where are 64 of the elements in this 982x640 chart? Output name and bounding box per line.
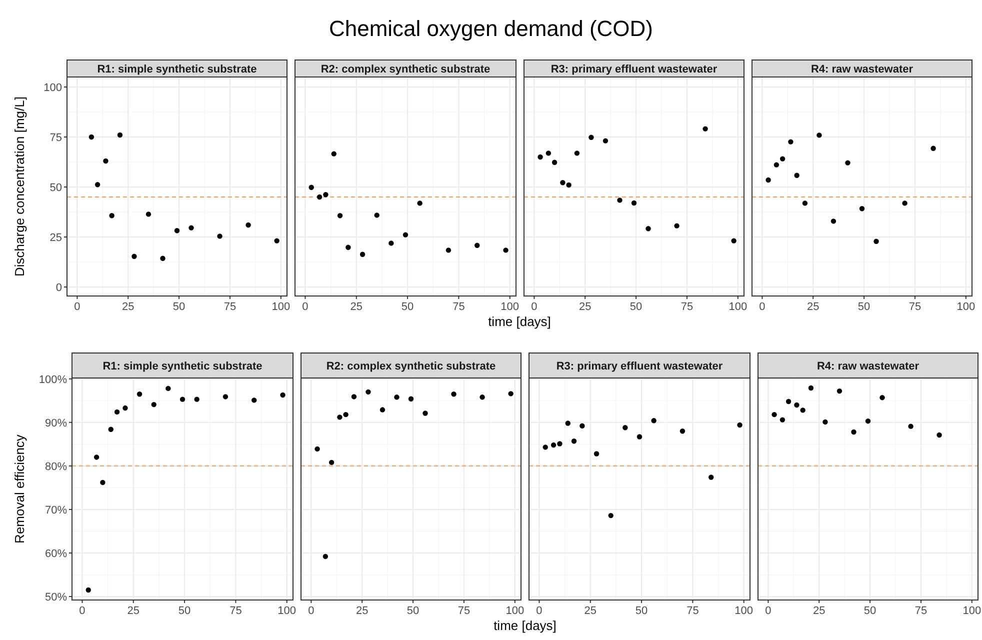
x-tick-label: 75 xyxy=(686,605,699,617)
y-tick-label: 50% xyxy=(44,592,68,604)
x-tick-label: 100 xyxy=(734,605,754,617)
x-tick-label: 50 xyxy=(178,605,191,617)
x-tick-label: 25 xyxy=(578,301,592,313)
y-tick-label: 80% xyxy=(44,460,68,473)
y-tick-label: 0 xyxy=(56,282,62,294)
x-tick-label: 50 xyxy=(406,605,420,617)
chart-subtitle: R1: simple synthetic substrate xyxy=(97,64,257,76)
chart-subtitle: R2: complex synthetic substrate xyxy=(320,64,490,76)
y-tick-label: 50 xyxy=(50,182,62,194)
y-tick-label: 25 xyxy=(50,232,62,244)
x-tick-label: 0 xyxy=(531,301,538,313)
x-axis-title: time [days] xyxy=(488,314,551,329)
x-tick-label: 75 xyxy=(914,605,928,617)
x-tick-label: 25 xyxy=(122,301,134,313)
y-tick-label: 100 xyxy=(44,82,62,94)
x-tick-label: 75 xyxy=(458,605,470,617)
x-tick-label: 50 xyxy=(401,301,414,313)
x-tick-label: 75 xyxy=(680,301,694,313)
y-tick-label: 60% xyxy=(44,548,68,560)
y-axis-title: Removal efficiency xyxy=(12,434,27,544)
x-axis-title: time [days] xyxy=(494,618,556,633)
chart-subtitle: R3: primary effluent wastewater xyxy=(550,64,718,76)
x-tick-label: 100 xyxy=(728,301,748,313)
x-tick-label: 100 xyxy=(962,605,982,617)
x-tick-label: 0 xyxy=(536,605,542,617)
chart-title: Chemical oxygen demand (COD) xyxy=(328,16,654,41)
x-tick-label: 50 xyxy=(635,605,648,617)
x-tick-label: 50 xyxy=(864,605,876,617)
x-tick-label: 100 xyxy=(278,605,296,617)
x-tick-label: 0 xyxy=(79,605,86,617)
x-tick-label: 25 xyxy=(127,605,140,617)
x-tick-label: 100 xyxy=(272,301,290,313)
chart-subtitle: R4: raw wastewater xyxy=(816,360,920,372)
y-tick-label: 90% xyxy=(44,417,68,430)
x-tick-label: 50 xyxy=(858,301,870,313)
x-tick-label: 75 xyxy=(224,301,236,313)
y-axis-title: Discharge concentration [mg/L] xyxy=(12,96,27,276)
y-tick-label: 70% xyxy=(44,504,68,516)
x-tick-label: 50 xyxy=(172,301,186,313)
x-tick-label: 25 xyxy=(584,605,597,617)
x-tick-label: 0 xyxy=(308,605,314,617)
x-tick-label: 100 xyxy=(506,605,524,617)
x-tick-label: 25 xyxy=(350,301,363,313)
y-tick-label: 100% xyxy=(38,374,68,386)
x-tick-label: 25 xyxy=(812,605,826,617)
x-tick-label: 75 xyxy=(230,605,242,617)
x-tick-label: 25 xyxy=(806,301,820,313)
x-tick-label: 50 xyxy=(630,301,642,313)
chart-subtitle: R4: raw wastewater xyxy=(810,64,914,76)
x-tick-label: 0 xyxy=(302,301,308,313)
y-tick-label: 75 xyxy=(50,132,62,144)
x-tick-label: 75 xyxy=(908,301,922,313)
x-tick-label: 0 xyxy=(759,301,766,313)
chart-subtitle: R3: primary effluent wastewater xyxy=(556,360,724,372)
x-tick-label: 100 xyxy=(500,301,520,313)
x-tick-label: 0 xyxy=(74,301,80,313)
x-tick-label: 25 xyxy=(356,605,368,617)
chart-subtitle: R2: complex synthetic substrate xyxy=(326,360,496,372)
x-tick-label: 0 xyxy=(765,605,772,617)
x-tick-label: 75 xyxy=(452,301,465,313)
chart-subtitle: R1: simple synthetic substrate xyxy=(102,360,262,372)
x-tick-label: 100 xyxy=(956,301,976,313)
